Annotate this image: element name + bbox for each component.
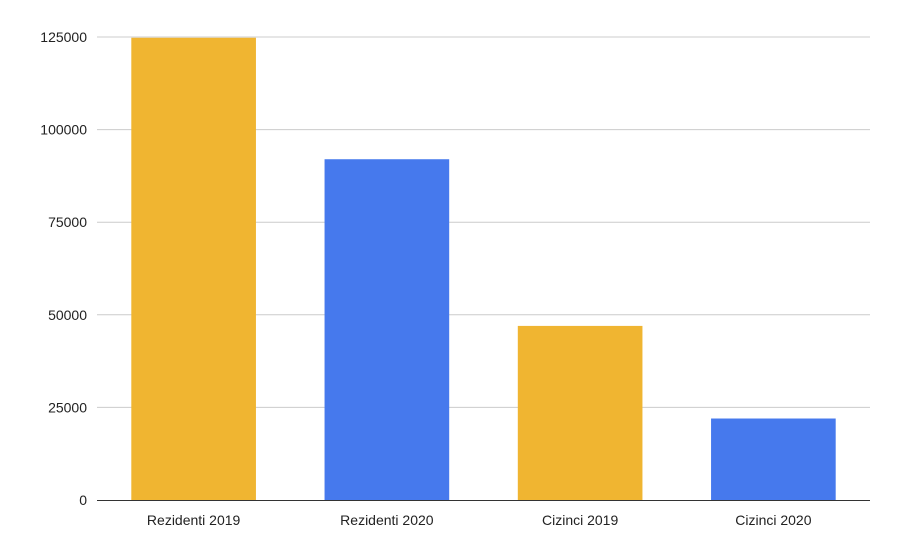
x-tick-label: Rezidenti 2020: [340, 512, 434, 528]
bars: [131, 37, 836, 501]
y-tick-label: 25000: [48, 399, 87, 415]
y-tick-label: 0: [79, 492, 87, 508]
bar-rezidenti-2019: [131, 37, 256, 501]
y-tick-label: 125000: [40, 29, 87, 45]
bar-cizinci-2019: [517, 325, 643, 500]
y-axis-ticks: 0 25000 50000 75000 100000 125000: [40, 29, 87, 508]
bar-cizinci-2020: [711, 418, 836, 500]
y-tick-label: 75000: [48, 214, 87, 230]
y-tick-label: 100000: [40, 122, 87, 138]
x-tick-label: Cizinci 2020: [735, 512, 811, 528]
bar-rezidenti-2020: [324, 159, 450, 500]
x-axis-ticks: Rezidenti 2019 Rezidenti 2020 Cizinci 2019…: [147, 512, 812, 528]
x-tick-label: Rezidenti 2019: [147, 512, 241, 528]
y-tick-label: 50000: [48, 307, 87, 323]
x-tick-label: Cizinci 2019: [542, 512, 618, 528]
